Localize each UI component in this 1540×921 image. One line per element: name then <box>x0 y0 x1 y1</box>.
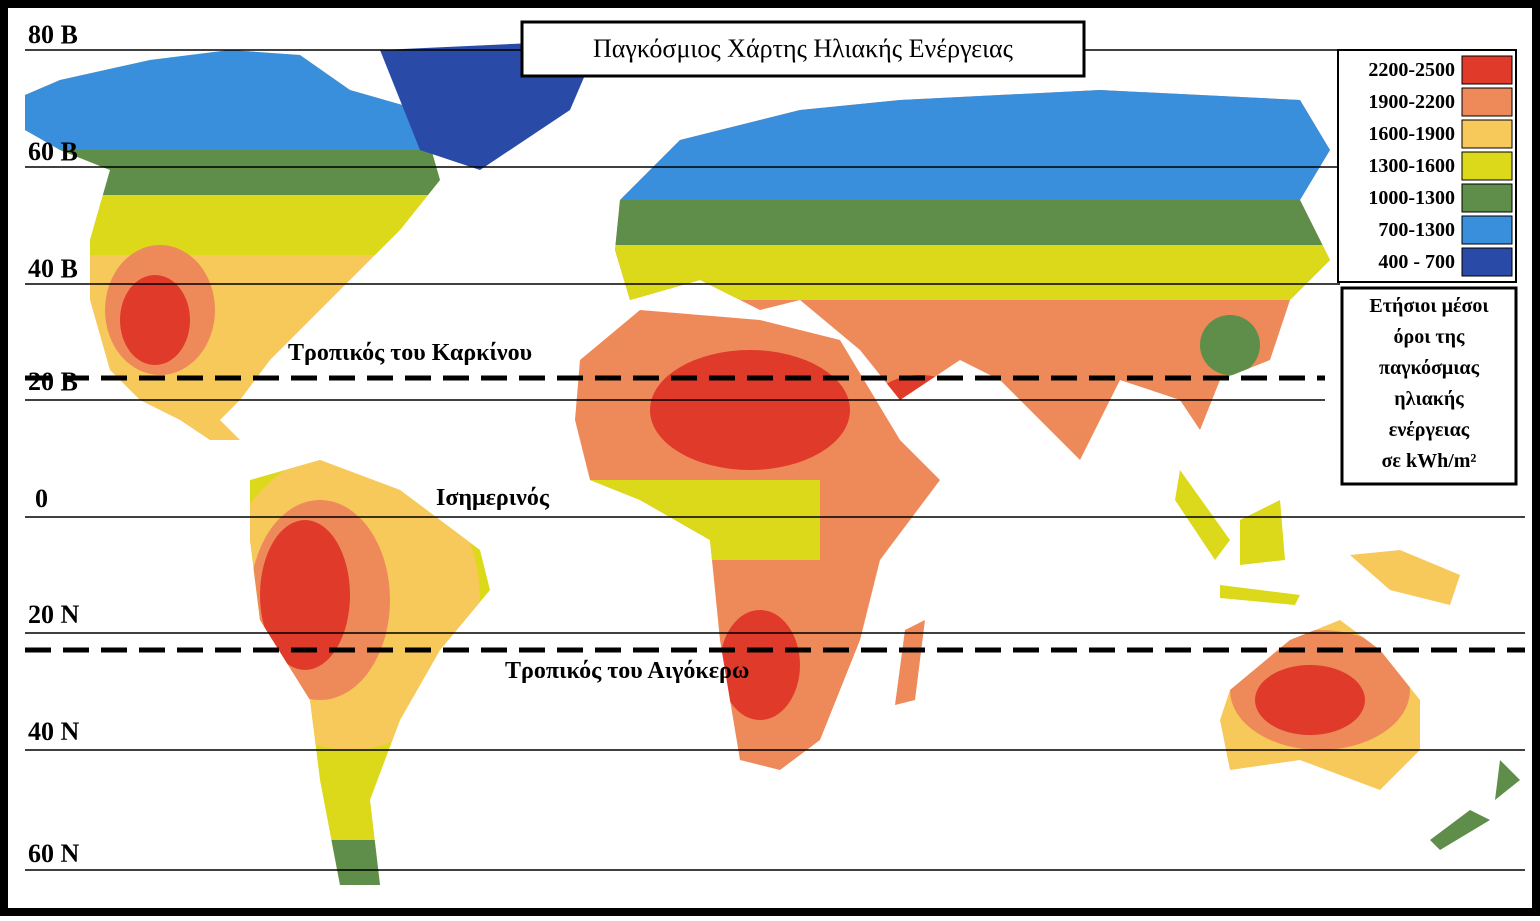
latitude-label: 20 Β <box>28 367 78 396</box>
legend-swatch <box>1461 119 1513 149</box>
legend-label: 1600-1900 <box>1368 123 1455 145</box>
legend-label: 1000-1300 <box>1368 187 1455 209</box>
legend-label: 700-1300 <box>1378 219 1455 241</box>
latitude-label: 80 Β <box>28 20 78 49</box>
legend-swatch <box>1461 247 1513 277</box>
title-box <box>520 20 1086 78</box>
latitude-label: 0 <box>35 484 48 513</box>
caption-line: όροι της <box>1394 326 1465 348</box>
caption-box <box>1340 286 1518 486</box>
legend: 2200-2500 1900-2200 1600-1900 1300-1600 1000… <box>1368 55 1513 277</box>
new-zealand <box>1430 760 1520 850</box>
caption-line: σε kWh/m² <box>1382 450 1477 472</box>
legend-label: 2200-2500 <box>1368 59 1455 81</box>
legend-swatch <box>1461 55 1513 85</box>
title: Παγκόσμιος Χάρτης Ηλιακής Ενέργειας <box>593 34 1014 63</box>
legend-swatch <box>1461 151 1513 181</box>
caption-line: Ετήσιοι μέσοι <box>1369 295 1489 317</box>
islands <box>1175 470 1300 605</box>
latitude-label: 60 Β <box>28 137 78 166</box>
legend-swatch <box>1461 183 1513 213</box>
tropic-capricorn-label: Τροπικός του Αιγόκερω <box>505 658 749 684</box>
latitude-lines <box>25 49 1525 871</box>
latitude-label: 40 Β <box>28 254 78 283</box>
legend-label: 1900-2200 <box>1368 91 1455 113</box>
tropic-cancer-label: Τροπικός του Καρκίνου <box>288 340 532 366</box>
caption-line: παγκόσμιας <box>1379 357 1480 379</box>
legend-label: 1300-1600 <box>1368 155 1455 177</box>
latitude-label: 40 Ν <box>28 717 80 746</box>
caption-line: ενέργειας <box>1389 419 1470 441</box>
new-guinea <box>1350 550 1460 605</box>
caption-line: ηλιακής <box>1394 388 1464 410</box>
latitude-label: 20 Ν <box>28 600 80 629</box>
legend-swatch <box>1461 87 1513 117</box>
latitude-label: 60 Ν <box>28 839 80 868</box>
legend-caption: Ετήσιοι μέσοι όροι της παγκόσμιας ηλιακής εν… <box>1369 295 1489 472</box>
legend-swatch <box>1461 215 1513 245</box>
equator-label: Ισημερινός <box>436 485 550 511</box>
madagascar <box>895 620 925 705</box>
legend-label: 400 - 700 <box>1378 251 1455 273</box>
